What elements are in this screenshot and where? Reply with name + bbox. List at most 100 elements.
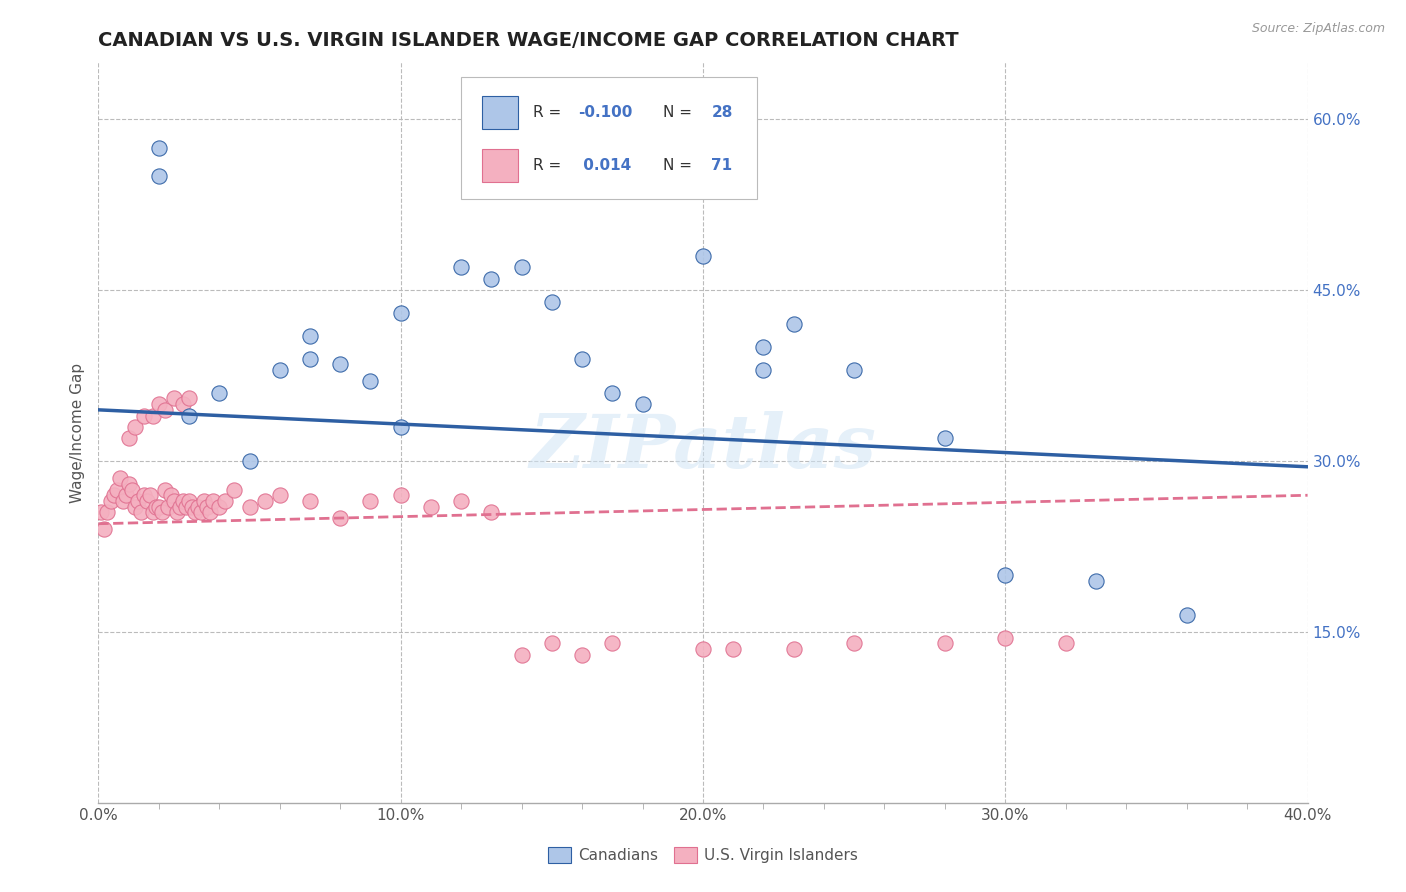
- Point: [420, 500, 443, 514]
- Point: [208, 500, 231, 514]
- Point: [105, 483, 128, 497]
- Point: [994, 568, 1017, 582]
- Point: [129, 505, 152, 519]
- Point: [602, 385, 624, 400]
- Point: [174, 500, 197, 514]
- Point: [124, 420, 146, 434]
- Point: [1054, 636, 1077, 650]
- Point: [156, 500, 179, 514]
- Point: [114, 488, 136, 502]
- Point: [299, 328, 322, 343]
- Point: [163, 494, 186, 508]
- Point: [269, 363, 291, 377]
- Point: [150, 505, 173, 519]
- Point: [329, 511, 352, 525]
- Point: [132, 409, 155, 423]
- Point: [224, 483, 246, 497]
- Point: [200, 505, 222, 519]
- Text: N =: N =: [664, 105, 697, 120]
- Point: [166, 505, 188, 519]
- Point: [193, 494, 215, 508]
- Point: [1085, 574, 1108, 588]
- Y-axis label: Wage/Income Gap: Wage/Income Gap: [69, 362, 84, 503]
- Point: [90, 505, 112, 519]
- Point: [934, 636, 956, 650]
- Point: [148, 397, 170, 411]
- Point: [179, 392, 201, 406]
- Text: ZIPatlas: ZIPatlas: [530, 411, 876, 483]
- Point: [93, 523, 115, 537]
- Point: [752, 363, 775, 377]
- Point: [169, 500, 191, 514]
- Point: [148, 169, 170, 184]
- Point: [692, 642, 714, 657]
- Point: [450, 260, 472, 275]
- Point: [172, 494, 194, 508]
- Point: [184, 505, 207, 519]
- Point: [181, 500, 204, 514]
- Point: [692, 249, 714, 263]
- Point: [783, 642, 806, 657]
- Legend: Canadians, U.S. Virgin Islanders: Canadians, U.S. Virgin Islanders: [541, 841, 865, 869]
- Point: [450, 494, 472, 508]
- Point: [111, 494, 134, 508]
- Point: [160, 488, 183, 502]
- Point: [510, 260, 533, 275]
- Point: [172, 397, 194, 411]
- Point: [145, 500, 167, 514]
- Point: [253, 494, 276, 508]
- Point: [329, 357, 352, 371]
- Text: CANADIAN VS U.S. VIRGIN ISLANDER WAGE/INCOME GAP CORRELATION CHART: CANADIAN VS U.S. VIRGIN ISLANDER WAGE/IN…: [98, 30, 959, 50]
- Text: 28: 28: [711, 105, 733, 120]
- Point: [540, 294, 562, 309]
- Point: [179, 494, 201, 508]
- Point: [153, 402, 176, 417]
- Point: [934, 431, 956, 445]
- Point: [994, 631, 1017, 645]
- Point: [139, 488, 162, 502]
- Point: [269, 488, 291, 502]
- Point: [571, 351, 593, 366]
- Point: [127, 494, 149, 508]
- Point: [299, 351, 322, 366]
- Point: [360, 494, 382, 508]
- Point: [142, 505, 165, 519]
- Point: [783, 318, 806, 332]
- Point: [631, 397, 654, 411]
- Point: [118, 476, 141, 491]
- Point: [103, 488, 125, 502]
- Point: [239, 500, 262, 514]
- Point: [389, 306, 412, 320]
- Point: [187, 500, 209, 514]
- Bar: [482, 149, 517, 182]
- Point: [135, 494, 157, 508]
- Point: [179, 409, 201, 423]
- Point: [571, 648, 593, 662]
- Point: [844, 363, 866, 377]
- Point: [96, 505, 118, 519]
- Point: [239, 454, 262, 468]
- Point: [124, 500, 146, 514]
- Point: [148, 141, 170, 155]
- Point: [153, 483, 176, 497]
- Point: [100, 494, 122, 508]
- Point: [214, 494, 236, 508]
- Text: R =: R =: [533, 105, 565, 120]
- Point: [190, 505, 212, 519]
- Text: 71: 71: [711, 158, 733, 173]
- Point: [360, 375, 382, 389]
- Text: -0.100: -0.100: [578, 105, 633, 120]
- Point: [602, 636, 624, 650]
- Point: [510, 648, 533, 662]
- Point: [121, 483, 143, 497]
- Point: [389, 488, 412, 502]
- Text: R =: R =: [533, 158, 565, 173]
- Point: [202, 494, 225, 508]
- Point: [481, 272, 503, 286]
- Point: [208, 385, 231, 400]
- Bar: [482, 95, 517, 129]
- Point: [108, 471, 131, 485]
- Point: [1175, 607, 1198, 622]
- Point: [299, 494, 322, 508]
- Text: Source: ZipAtlas.com: Source: ZipAtlas.com: [1251, 22, 1385, 36]
